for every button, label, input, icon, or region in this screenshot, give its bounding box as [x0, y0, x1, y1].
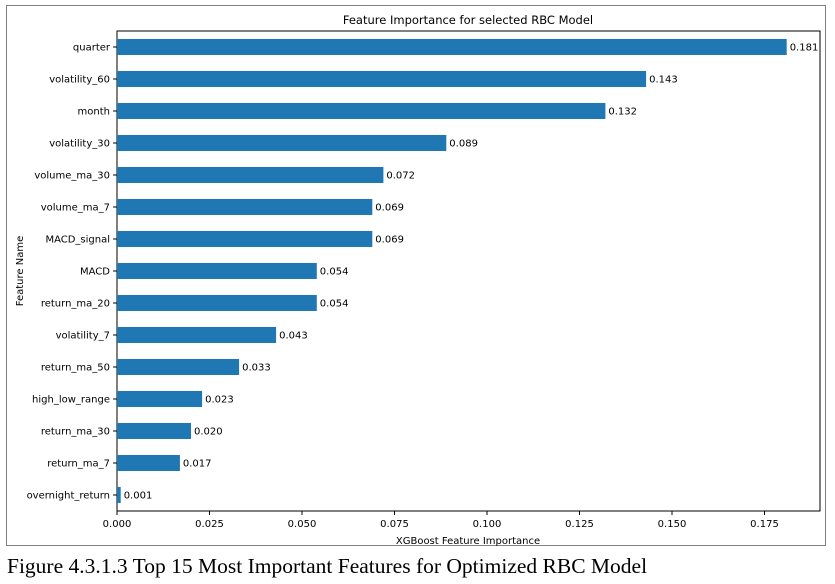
y-tick-label: volume_ma_30: [34, 171, 110, 182]
y-tick-label: return_ma_20: [41, 299, 110, 310]
data-label: 0.033: [242, 363, 271, 374]
bar-high-low-range: [117, 391, 203, 407]
y-tick-label: high_low_range: [32, 395, 110, 406]
bar-overnight-return: [117, 487, 121, 503]
feature-importance-chart: Feature Importance for selected RBC Mode…: [15, 13, 821, 547]
bar-macd-signal: [117, 231, 373, 247]
x-tick-label: 0.050: [288, 519, 317, 530]
bar-quarter: [117, 39, 787, 55]
y-tick-label: volatility_7: [56, 331, 110, 342]
bar-return-ma-30: [117, 423, 191, 439]
x-tick-label: 0.125: [565, 519, 594, 530]
x-ticks: 0.000 0.025 0.050 0.075 0.100 0.125 0.150 0.175: [103, 511, 779, 530]
x-tick-label: 0.000: [103, 519, 132, 530]
bar-macd: [117, 263, 317, 279]
y-tick-label: quarter: [73, 43, 111, 54]
figure-caption: Figure 4.3.1.3 Top 15 Most Important Fea…: [7, 554, 648, 578]
x-tick-label: 0.100: [473, 519, 502, 530]
data-label: 0.069: [375, 203, 404, 214]
data-label: 0.072: [386, 171, 415, 182]
y-tick-label: month: [78, 107, 110, 118]
data-label: 0.069: [375, 235, 404, 246]
x-axis-label: XGBoost Feature Importance: [396, 536, 540, 547]
data-label: 0.001: [124, 491, 153, 502]
y-tick-label: MACD_signal: [45, 235, 110, 246]
data-label: 0.054: [320, 299, 349, 310]
y-tick-label: volatility_30: [49, 139, 110, 150]
bar-volatility-7: [117, 327, 277, 343]
bars-group: [117, 39, 787, 503]
bar-return-ma-20: [117, 295, 317, 311]
data-label: 0.020: [194, 427, 223, 438]
data-label: 0.181: [790, 43, 819, 54]
y-tick-label: return_ma_7: [47, 459, 110, 470]
y-tick-label: volume_ma_7: [41, 203, 110, 214]
bar-volatility-60: [117, 71, 647, 87]
y-tick-label: volatility_60: [49, 75, 110, 86]
y-axis-label: Feature Name: [15, 236, 26, 306]
bar-volume-ma-30: [117, 167, 384, 183]
data-label: 0.017: [183, 459, 212, 470]
y-tick-label: overnight_return: [27, 491, 110, 502]
x-tick-label: 0.025: [195, 519, 224, 530]
data-label: 0.089: [449, 139, 478, 150]
bar-volatility-30: [117, 135, 447, 151]
y-tick-label: MACD: [80, 267, 110, 278]
bar-month: [117, 103, 606, 119]
y-tick-label: return_ma_50: [41, 363, 110, 374]
x-tick-label: 0.150: [658, 519, 687, 530]
chart-title: Feature Importance for selected RBC Mode…: [343, 13, 593, 27]
x-tick-label: 0.075: [380, 519, 409, 530]
x-tick-label: 0.175: [750, 519, 779, 530]
data-labels: 0.181 0.143 0.132 0.089 0.072 0.069 0.069 0.054…: [124, 43, 819, 502]
data-label: 0.132: [608, 107, 637, 118]
bar-volume-ma-7: [117, 199, 373, 215]
data-label: 0.023: [205, 395, 234, 406]
y-tick-label: return_ma_30: [41, 427, 110, 438]
bar-return-ma-50: [117, 359, 240, 375]
data-label: 0.054: [320, 267, 349, 278]
data-label: 0.143: [649, 75, 678, 86]
data-label: 0.043: [279, 331, 308, 342]
bar-return-ma-7: [117, 455, 180, 471]
